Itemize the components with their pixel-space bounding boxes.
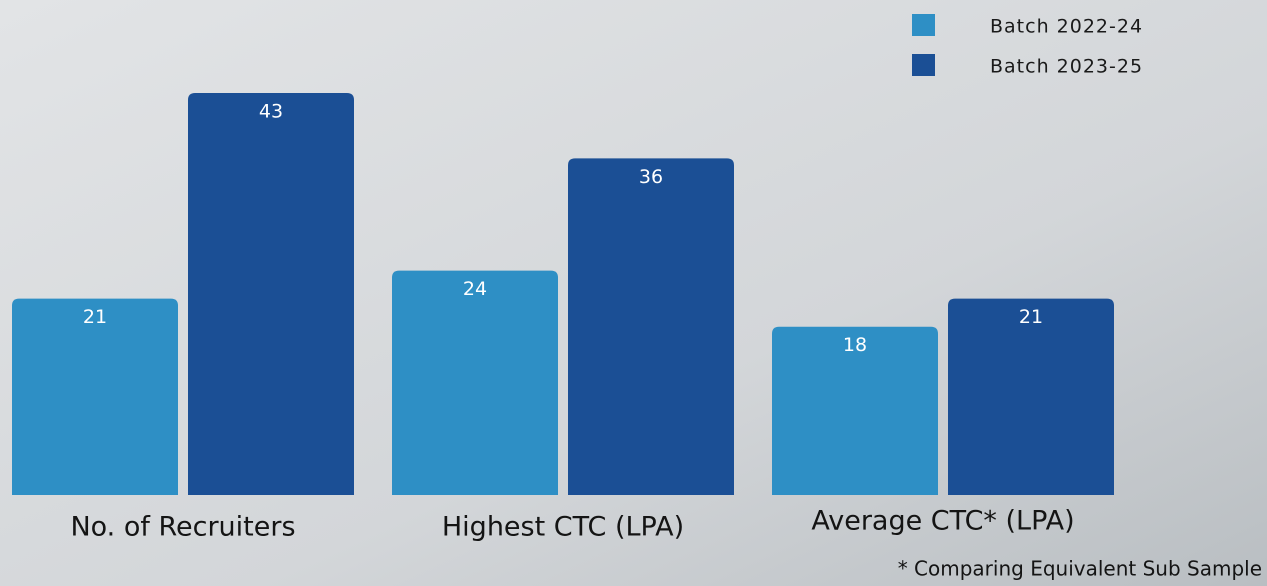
x-tick-label: No. of Recruiters xyxy=(70,512,295,543)
value-label: 18 xyxy=(843,334,867,356)
bar xyxy=(772,326,938,495)
x-tick-label: Average CTC* (LPA) xyxy=(811,506,1074,537)
value-label: 36 xyxy=(639,166,663,188)
bar xyxy=(188,92,354,495)
value-label: 43 xyxy=(259,100,283,122)
annotation: * Comparing Equivalent Sub Sample xyxy=(898,557,1262,581)
legend-swatch xyxy=(912,14,935,36)
legend-label: Batch 2023-25 xyxy=(990,56,1143,78)
bar xyxy=(392,270,558,495)
legend-swatch xyxy=(912,54,935,76)
value-label: 21 xyxy=(83,306,107,328)
bar xyxy=(948,298,1114,495)
value-label: 24 xyxy=(463,278,487,300)
bar xyxy=(568,158,734,495)
bar xyxy=(12,298,178,495)
value-label: 21 xyxy=(1019,306,1043,328)
x-tick-label: Highest CTC (LPA) xyxy=(442,512,684,543)
legend-label: Batch 2022-24 xyxy=(990,16,1143,38)
